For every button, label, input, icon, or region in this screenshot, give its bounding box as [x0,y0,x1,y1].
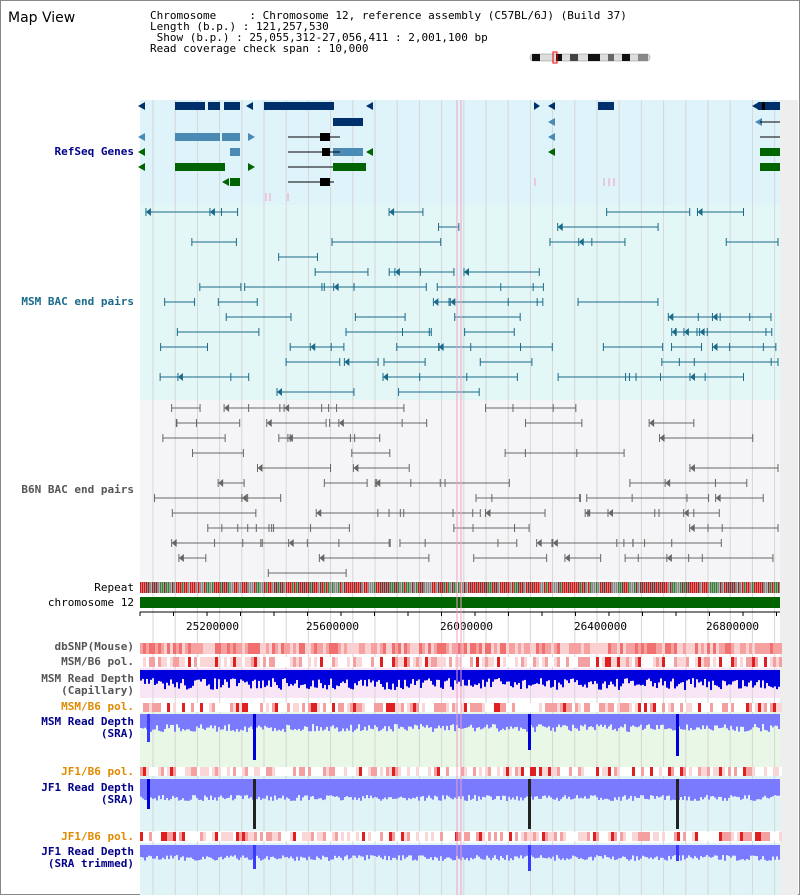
msm-bac-pairs[interactable] [145,208,779,396]
tick-label: 25600000 [306,620,359,633]
track-label-refseq[interactable]: RefSeq Genes [54,145,134,158]
track-label-msm-cap-depth[interactable]: MSM Read Depth (Capillary) [0,673,134,697]
msm-capillary-depth[interactable] [140,670,780,690]
label-line: (SRA) [100,793,134,806]
label-line: (SRA) [100,727,134,740]
tick-label: 26400000 [574,620,627,633]
track-label-msm-pol[interactable]: MSM/B6 pol. [61,655,134,668]
refseq-track-bg [140,100,780,205]
length-line: Length (b.p.) : 121,257,530 [150,20,329,33]
track-label-b6n-bac[interactable]: B6N BAC end pairs [21,483,134,496]
map-view-title: Map View [8,10,76,26]
track-label-chromosome: chromosome 12 [47,596,134,609]
jf1-b6-pol-strip-2[interactable] [140,832,782,841]
track-label-dbsnp[interactable]: dbSNP(Mouse) [54,640,134,653]
track-label-msm-bac[interactable]: MSM BAC end pairs [21,295,134,308]
jf1-trimmed-depth[interactable] [140,845,780,871]
track-label-repeat: Repeat [94,581,134,594]
coverage-line: Read coverage check span : 10,000 [150,42,369,55]
msm-sra-depth[interactable] [140,714,780,760]
label-line: JF1 Read Depth [41,781,134,794]
chromosome-ideogram[interactable] [529,51,651,64]
label-line: JF1 Read Depth [41,845,134,858]
track-label-msm-sra-depth[interactable]: MSM Read Depth (SRA) [0,716,134,740]
track-label-jf1-pol[interactable]: JF1/B6 pol. [61,765,134,778]
jf1-sra-depth[interactable] [140,779,780,829]
jf1-b6-pol-strip[interactable] [140,767,782,776]
refseq-genes[interactable] [138,102,780,201]
b6n-bac-pairs[interactable] [154,404,779,577]
tick-label: 26800000 [706,620,759,633]
repeat-track[interactable] [140,582,780,593]
label-line: MSM Read Depth [41,672,134,685]
label-line: (Capillary) [61,684,134,697]
right-margin [780,100,798,895]
tick-label: 26000000 [440,620,493,633]
chromosome-bar[interactable] [140,597,780,608]
track-label-jf1-sra-depth[interactable]: JF1 Read Depth (SRA) [0,782,134,806]
show-range-line: Show (b.p.) : 25,055,312-27,056,411 : 2,… [150,31,488,44]
label-line: (SRA trimmed) [47,857,134,870]
track-label-jf1-trimmed-depth[interactable]: JF1 Read Depth (SRA trimmed) [0,846,134,870]
b6n-bac-track-bg [140,400,780,580]
chromosome-line: Chromosome : Chromosome 12, reference as… [150,9,627,22]
msm-b6-pol-strip-2[interactable] [140,703,782,712]
label-line: MSM Read Depth [41,715,134,728]
dbsnp-strip[interactable] [140,643,782,654]
position-axis: 25200000 25600000 26000000 26400000 2680… [139,611,780,633]
msm-b6-pol-strip[interactable] [140,657,782,667]
track-label-jf1-pol-2[interactable]: JF1/B6 pol. [61,830,134,843]
region-info: Chromosome : Chromosome 12, reference as… [150,10,627,54]
track-label-msm-pol-2[interactable]: MSM/B6 pol. [61,700,134,713]
tick-label: 25200000 [186,620,239,633]
